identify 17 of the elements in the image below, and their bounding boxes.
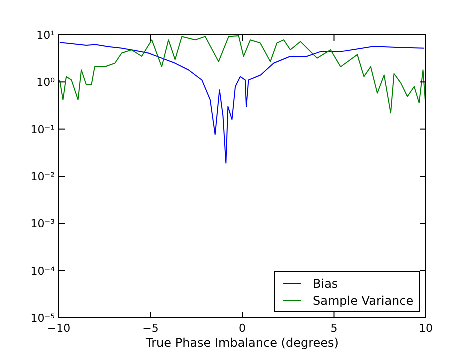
legend-label: Sample Variance — [313, 294, 414, 308]
y-tick-label: 10⁻⁵ — [30, 312, 55, 325]
y-tick-label: 10⁻¹ — [30, 123, 55, 136]
x-tick-label: 0 — [239, 322, 246, 335]
y-tick-label: 10¹ — [36, 29, 55, 42]
x-tick-label: −10 — [47, 322, 71, 335]
x-tick-label: −5 — [142, 322, 159, 335]
line-series — [59, 42, 425, 164]
y-tick-label: 10⁻³ — [30, 218, 55, 231]
x-axis-title: True Phase Imbalance (degrees) — [145, 336, 339, 350]
y-tick-label: 10⁻⁴ — [30, 264, 56, 278]
x-tick-label: 5 — [330, 322, 338, 335]
x-tick-label: 10 — [419, 322, 433, 335]
y-tick-label: 10⁻² — [30, 170, 55, 184]
legend-label: Bias — [313, 277, 338, 291]
y-tick-label: 10⁰ — [36, 76, 56, 90]
line-series — [59, 36, 426, 114]
